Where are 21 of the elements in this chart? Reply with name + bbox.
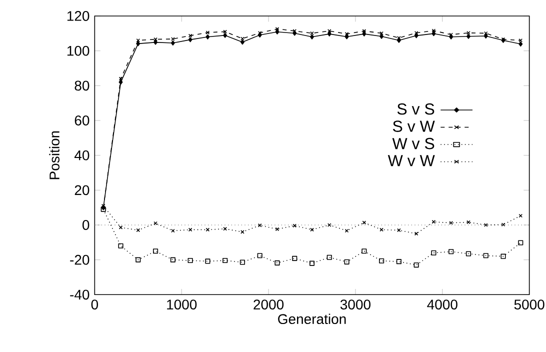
- legend-label: S v W: [392, 120, 435, 132]
- x-tick-label: 1000: [167, 300, 197, 310]
- y-tick-label: 0: [82, 220, 90, 230]
- y-tick-label: 60: [74, 116, 90, 126]
- legend-label: W v W: [388, 155, 435, 166]
- y-axis-title: Position: [49, 131, 60, 180]
- y-tick-label: 120: [67, 11, 90, 21]
- y-tick-label: 20: [74, 185, 90, 196]
- y-tick-label: -20: [70, 254, 90, 265]
- x-axis-title: Generation: [278, 314, 346, 324]
- x-tick-label: 2000: [254, 300, 284, 310]
- x-tick-label: 3000: [340, 300, 370, 310]
- legend-label: S v S: [397, 103, 434, 115]
- legend-label: W v S: [392, 138, 434, 150]
- y-tick-label: -40: [70, 290, 90, 300]
- y-tick-label: 100: [67, 46, 90, 56]
- y-tick-label: 40: [74, 150, 90, 160]
- y-tick-label: 80: [74, 80, 90, 91]
- x-tick-label: 4000: [427, 300, 458, 310]
- x-tick-label: 0: [91, 300, 98, 310]
- x-tick-label: 5000: [514, 300, 544, 310]
